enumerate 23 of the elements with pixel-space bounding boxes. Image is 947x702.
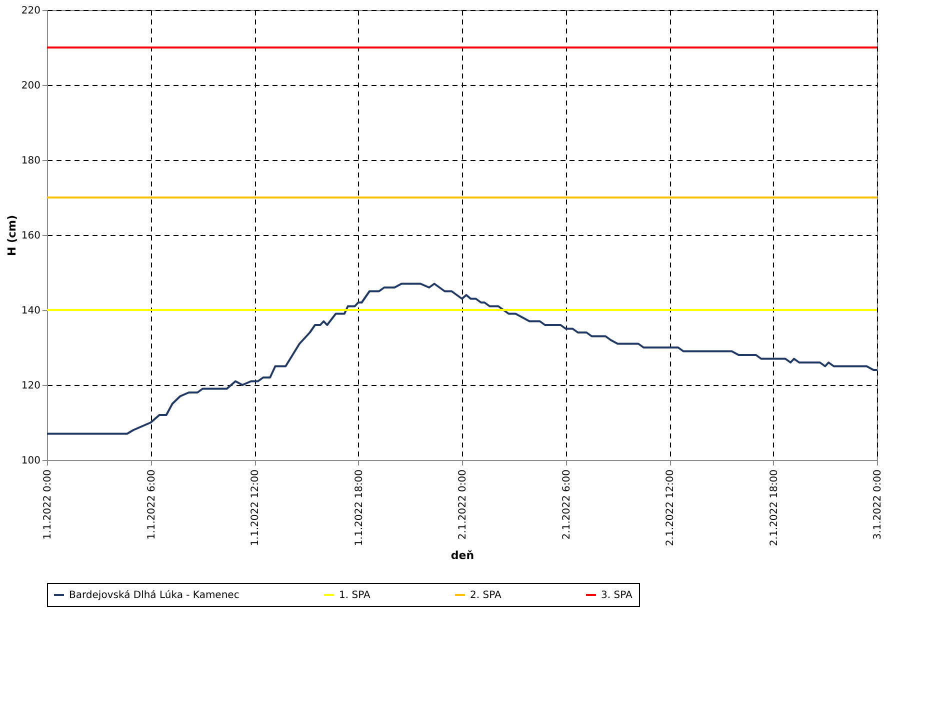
y-tick-label: 160	[21, 230, 40, 242]
legend-label: 2. SPA	[470, 590, 502, 601]
y-tick-label: 100	[21, 456, 40, 466]
y-tick-label: 140	[21, 306, 40, 316]
x-tick-label: 1.1.2022 0:00	[42, 470, 54, 540]
x-tick-label: 1.1.2022 12:00	[250, 470, 261, 546]
y-axis-title: H (cm)	[5, 214, 18, 256]
x-axis-title: deň	[450, 549, 474, 562]
y-tick-label: 180	[21, 156, 40, 166]
x-tick-label: 1.1.2022 6:00	[146, 470, 158, 540]
y-tick-label: 120	[21, 380, 40, 392]
legend-label: 3. SPA	[601, 590, 632, 601]
x-tick-label: 1.1.2022 18:00	[354, 470, 365, 546]
x-tick-label: 2.1.2022 12:00	[665, 470, 676, 546]
x-tick-label: 3.1.2022 0:00	[872, 470, 884, 540]
x-tick-label: 2.1.2022 6:00	[561, 470, 572, 540]
x-tick-label: 2.1.2022 0:00	[458, 470, 468, 540]
x-tick-label: 2.1.2022 18:00	[768, 470, 780, 546]
legend-label: 1. SPA	[339, 590, 370, 601]
y-tick-label: 220	[21, 6, 40, 16]
y-tick-label: 200	[21, 80, 40, 92]
line-series	[46, 282, 878, 435]
legend-label: Bardejovská Dlhá Lúka - Kamenec	[69, 590, 240, 601]
